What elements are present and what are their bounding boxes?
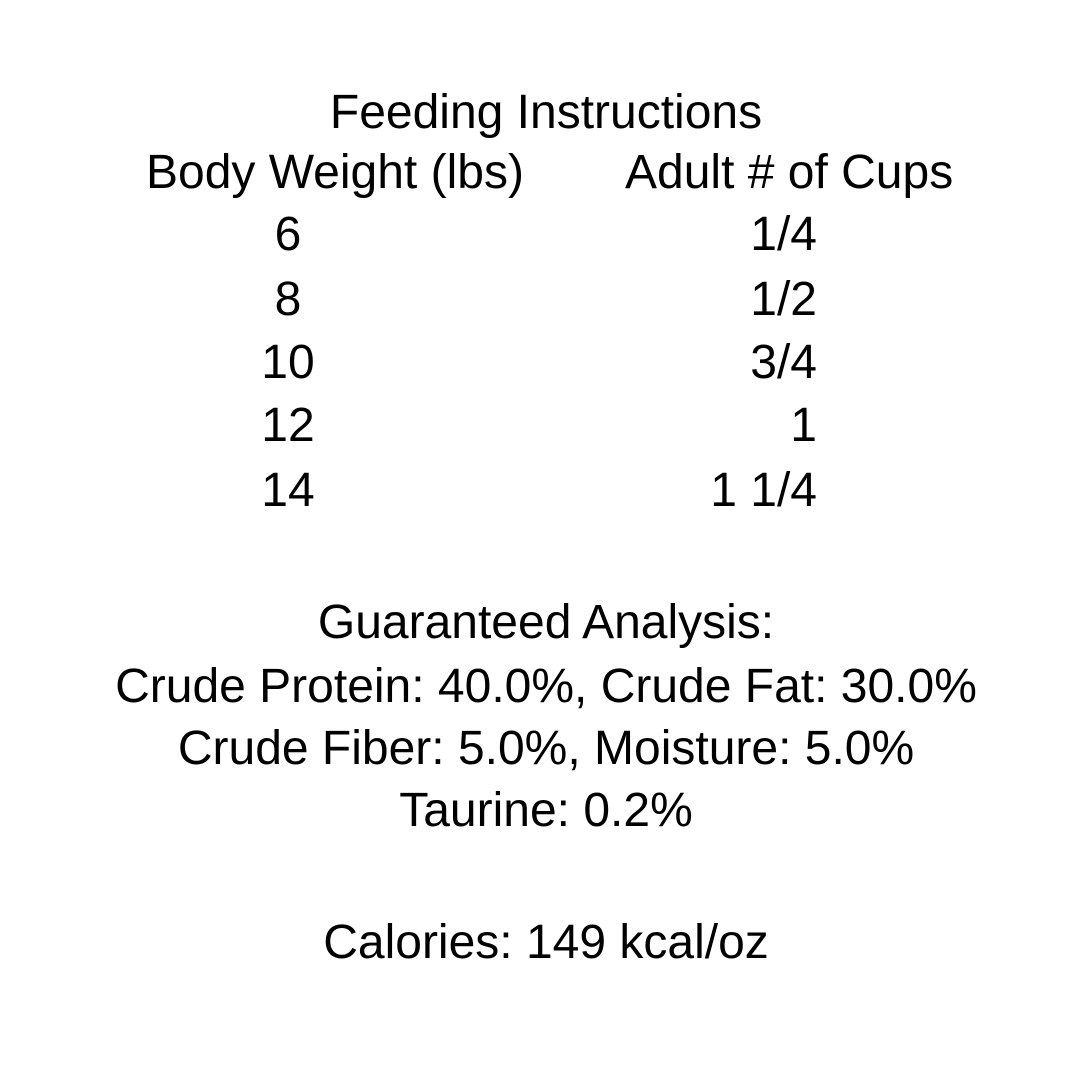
guaranteed-analysis-title: Guaranteed Analysis:	[317, 596, 775, 649]
analysis-fiber-moisture-line: Crude Fiber: 5.0%, Moisture: 5.0%	[177, 722, 915, 775]
cups-value: 1/4	[750, 208, 817, 261]
weight-value: 14	[261, 464, 315, 517]
analysis-protein-fat-line: Crude Protein: 40.0%, Crude Fat: 30.0%	[115, 660, 977, 713]
analysis-taurine-line: Taurine: 0.2%	[399, 784, 693, 837]
weight-value: 6	[274, 208, 302, 261]
weight-value: 12	[261, 399, 315, 452]
table-row: 14 1 1/4	[0, 459, 1080, 523]
table-row: 6 1/4	[0, 203, 1080, 267]
weight-value: 8	[274, 273, 302, 326]
cups-value: 1/2	[750, 273, 817, 326]
table-row: 8 1/2	[0, 268, 1080, 332]
column-header-adult-cups: Adult # of Cups	[625, 146, 954, 199]
calories-line: Calories: 149 kcal/oz	[323, 916, 769, 969]
cups-value: 1 1/4	[710, 464, 817, 517]
weight-value: 10	[261, 336, 315, 389]
cups-value: 3/4	[750, 336, 817, 389]
table-row: 10 3/4	[0, 331, 1080, 395]
table-row: 12 1	[0, 394, 1080, 458]
column-header-body-weight: Body Weight (lbs)	[146, 146, 524, 199]
cups-value: 1	[790, 399, 817, 452]
table-header-row: Body Weight (lbs) Adult # of Cups	[0, 141, 1080, 205]
feeding-instructions-title: Feeding Instructions	[329, 86, 763, 139]
